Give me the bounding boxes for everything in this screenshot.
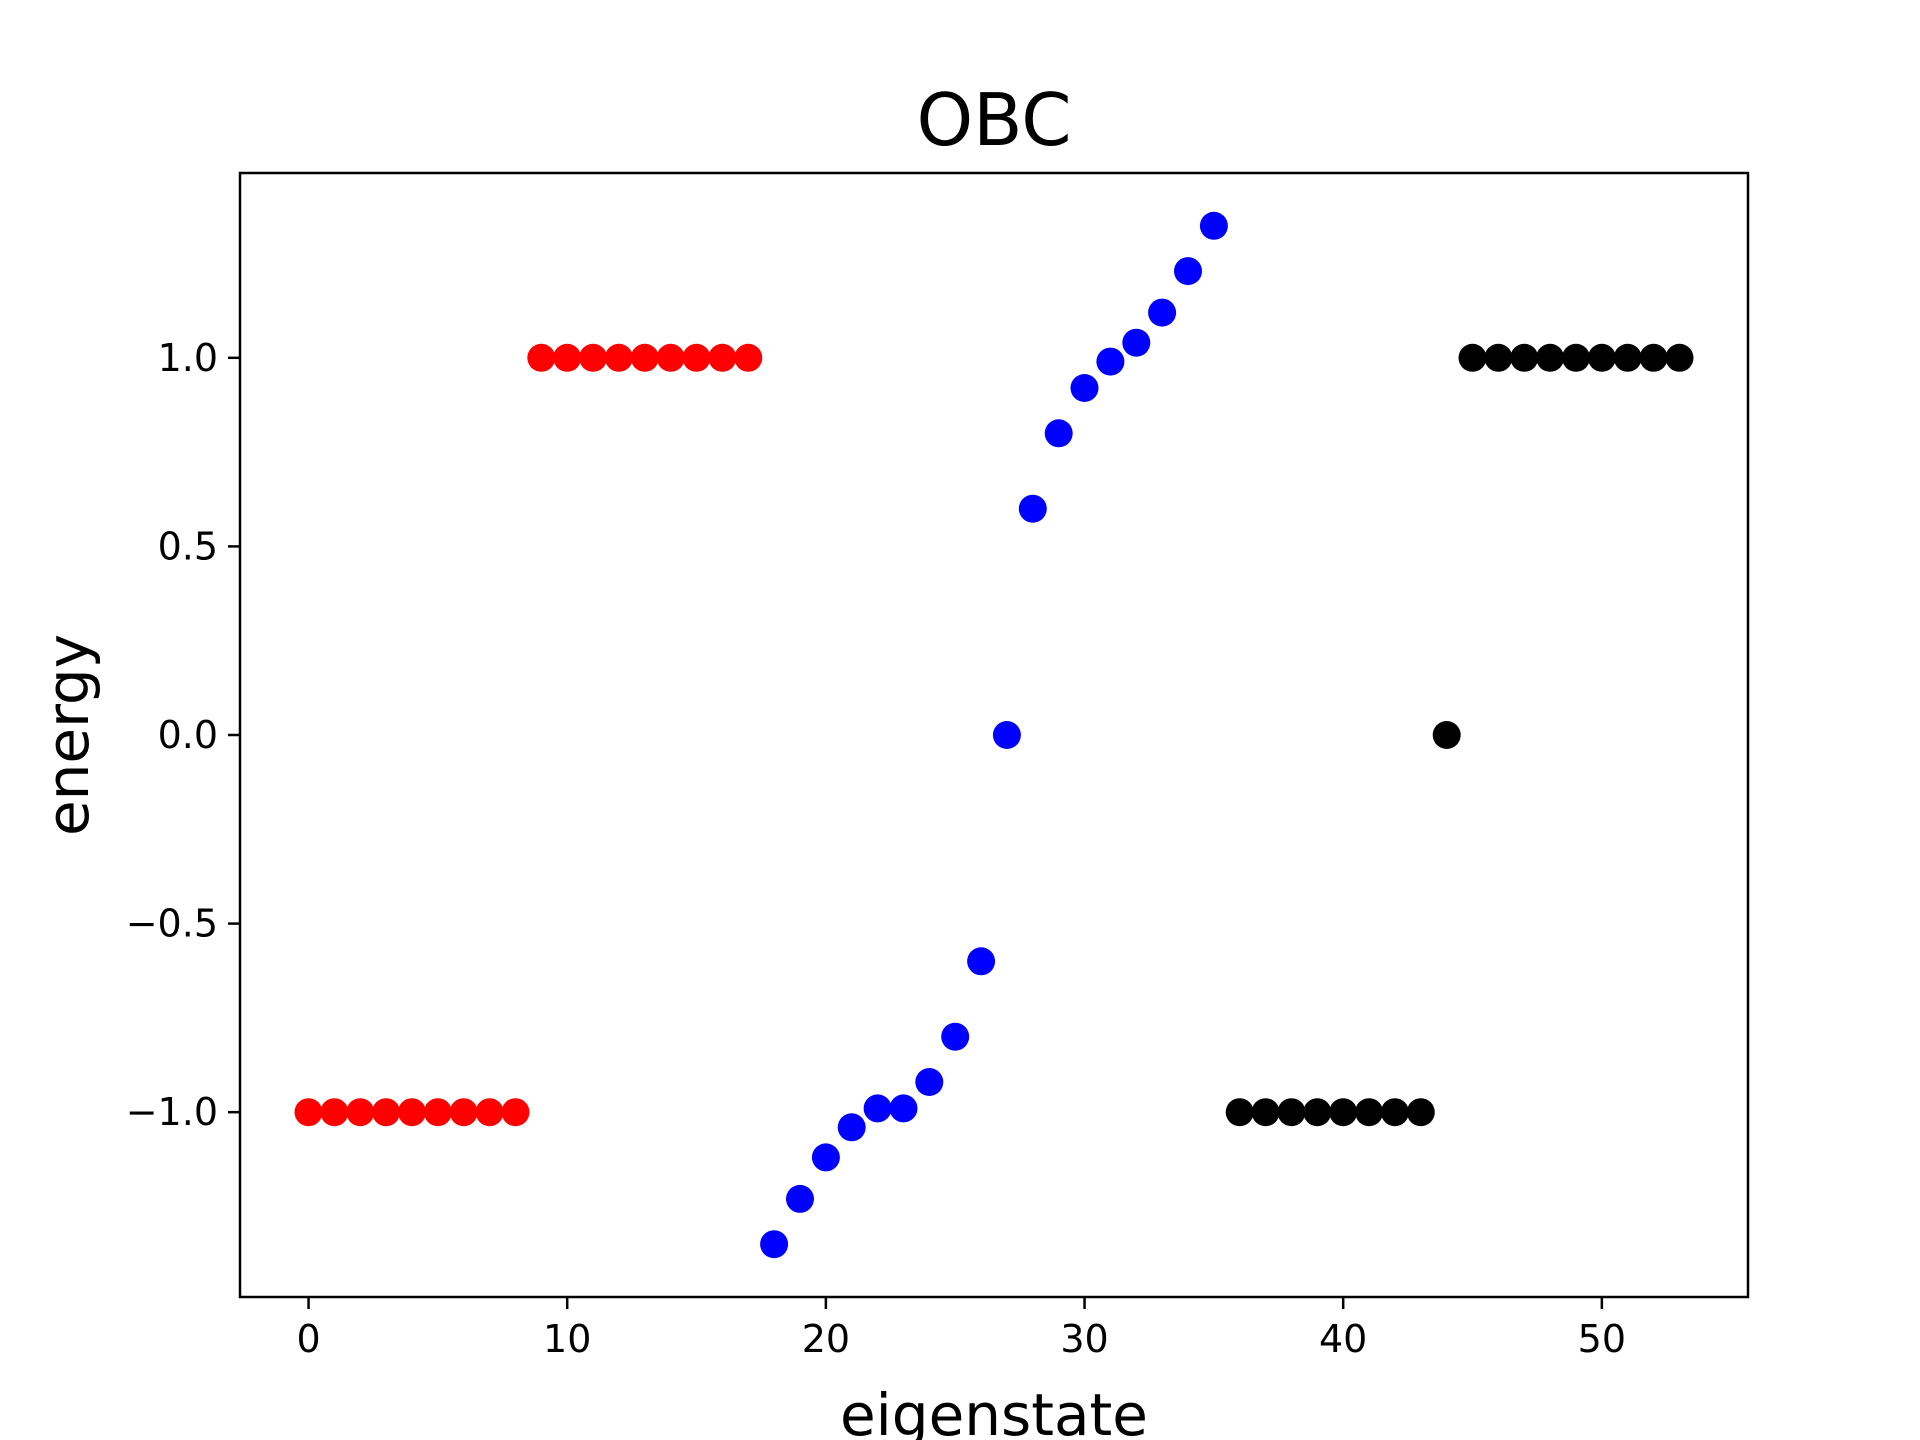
data-point	[1665, 343, 1694, 372]
data-point	[786, 1184, 814, 1213]
data-point	[1174, 257, 1202, 286]
data-point	[1355, 1098, 1384, 1127]
y-tick-label: −0.5	[126, 902, 218, 946]
data-point	[346, 1098, 375, 1127]
data-point	[320, 1098, 349, 1127]
data-point	[294, 1098, 323, 1127]
x-tick-label: 50	[1578, 1317, 1626, 1361]
data-point	[941, 1022, 970, 1051]
data-point	[1329, 1098, 1358, 1127]
data-point	[1018, 494, 1047, 523]
y-axis-ticks: −1.0 −0.5 0.0 0.5 1.0	[126, 336, 240, 1134]
data-point	[1251, 1098, 1280, 1127]
x-tick-label: 20	[802, 1317, 850, 1361]
data-point	[1510, 343, 1539, 372]
data-point	[1562, 343, 1590, 372]
chart-title: OBC	[916, 78, 1071, 162]
data-point	[1303, 1098, 1332, 1127]
x-tick-label: 0	[296, 1317, 320, 1361]
data-point	[734, 343, 763, 372]
data-point	[423, 1098, 452, 1127]
data-point	[682, 343, 711, 372]
data-point	[1432, 721, 1461, 749]
data-point	[1380, 1098, 1409, 1127]
data-point	[501, 1098, 530, 1127]
data-point	[837, 1113, 866, 1142]
data-point	[553, 343, 582, 372]
data-point	[398, 1098, 426, 1127]
data-point	[372, 1098, 401, 1127]
data-point	[527, 343, 556, 372]
data-point	[1406, 1098, 1435, 1127]
data-point	[1122, 328, 1151, 357]
data-point	[1277, 1098, 1306, 1127]
data-point	[656, 343, 685, 372]
data-point	[760, 1230, 789, 1259]
x-tick-label: 30	[1060, 1317, 1108, 1361]
x-axis-ticks: 0 10 20 30 40 50	[296, 1297, 1626, 1361]
data-point	[449, 1098, 478, 1127]
data-point	[630, 343, 659, 372]
data-point	[889, 1094, 918, 1123]
data-point	[1044, 419, 1073, 448]
x-tick-label: 10	[543, 1317, 591, 1361]
x-tick-label: 40	[1319, 1317, 1367, 1361]
data-point	[1613, 343, 1642, 372]
plot-frame	[238, 171, 1750, 1299]
data-point	[915, 1068, 944, 1096]
data-point	[1199, 211, 1228, 240]
data-point	[1458, 343, 1487, 372]
data-point	[811, 1143, 840, 1172]
data-point	[1225, 1098, 1254, 1127]
data-point	[1070, 374, 1099, 402]
data-point	[967, 947, 996, 976]
y-axis-label: energy	[34, 634, 102, 836]
data-points	[294, 211, 1694, 1259]
data-point	[1096, 347, 1125, 376]
y-tick-label: 0.0	[158, 713, 218, 757]
data-point	[579, 343, 608, 372]
y-tick-label: 0.5	[158, 524, 218, 568]
data-point	[1536, 343, 1565, 372]
data-point	[1639, 343, 1668, 372]
data-point	[1484, 343, 1513, 372]
data-point	[708, 343, 737, 372]
x-axis-label: eigenstate	[840, 1381, 1148, 1440]
data-point	[1587, 343, 1616, 372]
data-point	[475, 1098, 504, 1127]
data-point	[992, 721, 1021, 749]
data-point	[863, 1094, 892, 1123]
data-point	[604, 343, 633, 372]
y-tick-label: 1.0	[158, 336, 218, 380]
data-point	[1148, 298, 1177, 327]
y-tick-label: −1.0	[126, 1090, 218, 1134]
